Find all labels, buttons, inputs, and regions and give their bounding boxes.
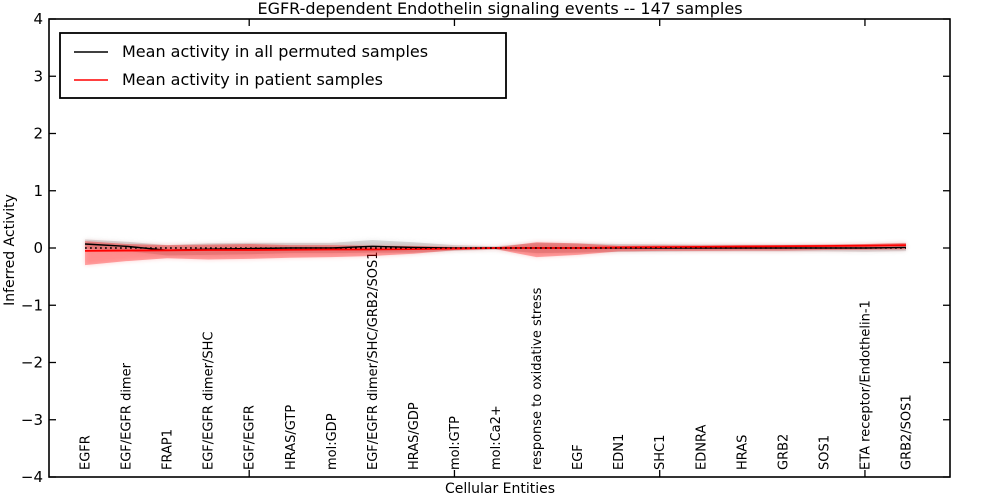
legend-box (59, 32, 507, 99)
y-tick-label: −4 (21, 468, 43, 486)
y-tick-label: −2 (21, 354, 43, 372)
x-category-label: FRAP1 (161, 429, 176, 470)
x-category-label: EGF/EGFR dimer/SHC (202, 332, 217, 470)
chart-title: EGFR-dependent Endothelin signaling even… (257, 0, 742, 18)
x-category-label: EGF/EGFR (243, 405, 258, 470)
x-category-label: SHC1 (653, 435, 668, 470)
y-tick-label: 4 (33, 10, 43, 28)
x-category-label: EGF/EGFR dimer (120, 362, 135, 470)
x-category-label: mol:GDP (325, 413, 340, 470)
y-tick-label: −3 (21, 411, 43, 429)
y-tick-label: 1 (33, 182, 43, 200)
x-axis-label: Cellular Entities (445, 481, 555, 497)
x-category-label: EDNRA (694, 425, 709, 470)
x-category-label: mol:Ca2+ (489, 405, 504, 470)
y-tick-label: 0 (33, 239, 43, 257)
x-category-label: ETA receptor/Endothelin-1 (858, 300, 873, 470)
x-category-label: EGF (571, 444, 586, 470)
legend-label-patient: Mean activity in patient samples (122, 70, 383, 89)
x-category-label: HRAS/GDP (407, 402, 422, 470)
x-category-label: EDN1 (612, 434, 627, 470)
legend: Mean activity in all permuted samples Me… (59, 32, 507, 99)
y-tick-label: 2 (33, 125, 43, 143)
y-tick-label: −1 (21, 296, 43, 314)
y-tick-labels: −4 −3 −2 −1 0 1 2 3 4 (21, 10, 43, 486)
y-axis-label: Inferred Activity (2, 194, 18, 306)
x-category-label: EGF/EGFR dimer/SHC/GRB2/SOS1 (366, 252, 381, 470)
x-category-label: HRAS (735, 435, 750, 470)
legend-label-permuted: Mean activity in all permuted samples (122, 42, 428, 61)
x-category-label: HRAS/GTP (284, 405, 299, 470)
x-category-label: response to oxidative stress (530, 287, 545, 470)
x-category-label: GRB2/SOS1 (900, 394, 915, 470)
x-category-label: GRB2 (776, 434, 791, 470)
x-category-label: mol:GTP (448, 416, 463, 470)
x-category-label: SOS1 (817, 435, 832, 470)
mean-lines (84, 243, 907, 252)
axes-frame (48, 18, 951, 478)
x-category-label: EGFR (79, 435, 94, 470)
x-category-labels: EGFR EGF/EGFR dimer FRAP1 EGF/EGFR dimer/SH… (79, 252, 915, 470)
y-tick-label: 3 (33, 67, 43, 85)
